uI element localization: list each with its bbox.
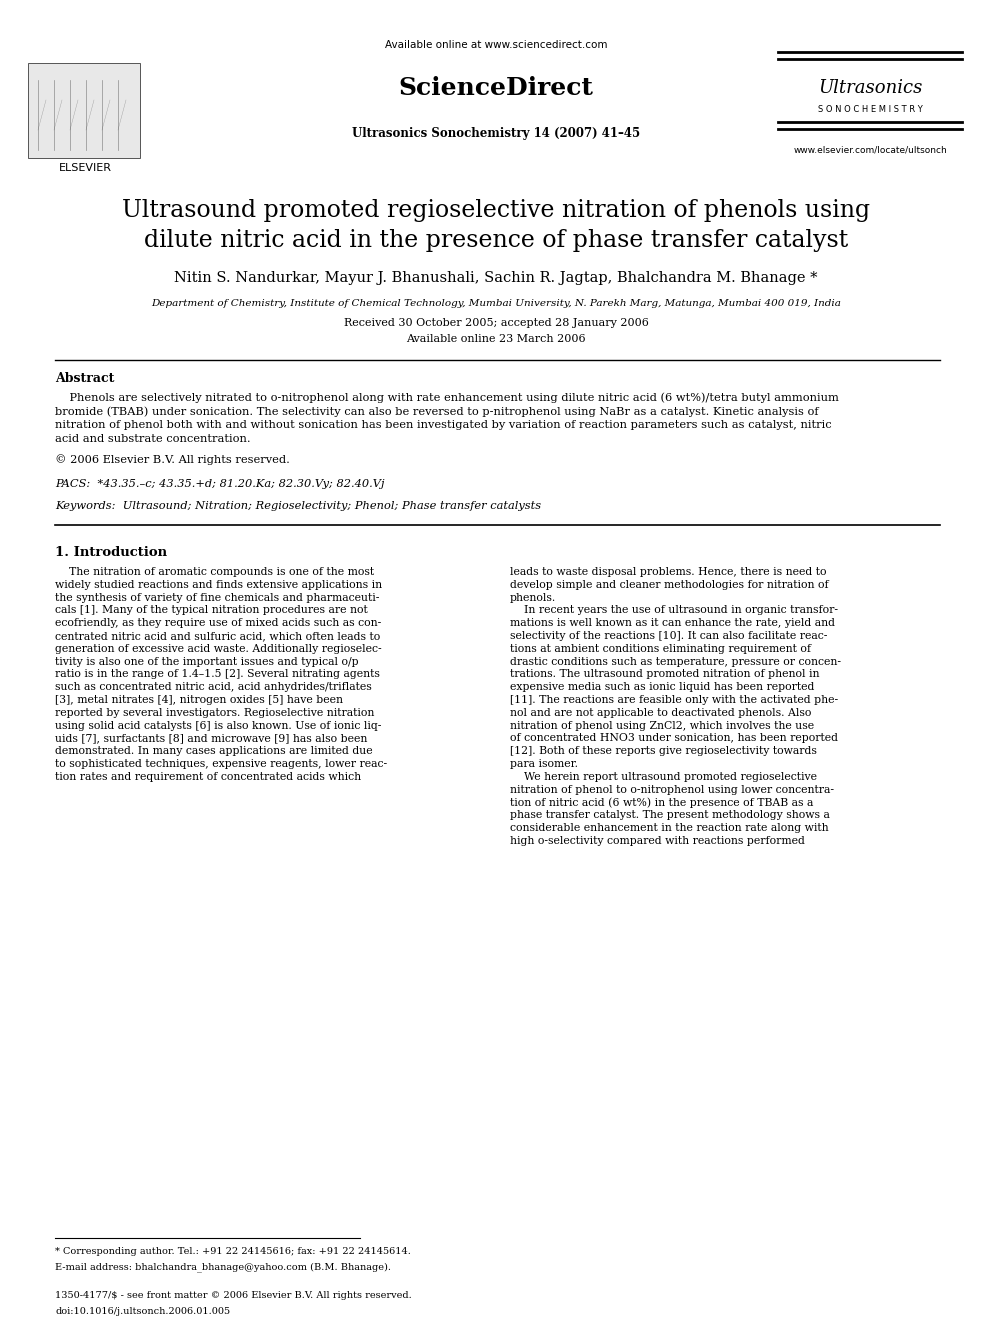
- Text: Ultrasound promoted regioselective nitration of phenols using: Ultrasound promoted regioselective nitra…: [122, 198, 870, 221]
- Text: of concentrated HNO3 under sonication, has been reported: of concentrated HNO3 under sonication, h…: [510, 733, 838, 744]
- Text: nitration of phenol both with and without sonication has been investigated by va: nitration of phenol both with and withou…: [55, 419, 831, 430]
- Text: leads to waste disposal problems. Hence, there is need to: leads to waste disposal problems. Hence,…: [510, 568, 826, 577]
- Text: to sophisticated techniques, expensive reagents, lower reac-: to sophisticated techniques, expensive r…: [55, 759, 387, 769]
- Text: [11]. The reactions are feasible only with the activated phe-: [11]. The reactions are feasible only wi…: [510, 695, 838, 705]
- Text: mations is well known as it can enhance the rate, yield and: mations is well known as it can enhance …: [510, 618, 835, 628]
- Text: S O N O C H E M I S T R Y: S O N O C H E M I S T R Y: [817, 106, 923, 115]
- Text: para isomer.: para isomer.: [510, 759, 578, 769]
- Text: Department of Chemistry, Institute of Chemical Technology, Mumbai University, N.: Department of Chemistry, Institute of Ch…: [151, 299, 841, 307]
- Text: Nitin S. Nandurkar, Mayur J. Bhanushali, Sachin R. Jagtap, Bhalchandra M. Bhanag: Nitin S. Nandurkar, Mayur J. Bhanushali,…: [175, 271, 817, 284]
- Text: tivity is also one of the important issues and typical o/p: tivity is also one of the important issu…: [55, 656, 359, 667]
- Text: reported by several investigators. Regioselective nitration: reported by several investigators. Regio…: [55, 708, 374, 718]
- Text: The nitration of aromatic compounds is one of the most: The nitration of aromatic compounds is o…: [55, 568, 374, 577]
- Text: such as concentrated nitric acid, acid anhydrides/triflates: such as concentrated nitric acid, acid a…: [55, 683, 372, 692]
- Text: tion rates and requirement of concentrated acids which: tion rates and requirement of concentrat…: [55, 771, 361, 782]
- Text: [3], metal nitrates [4], nitrogen oxides [5] have been: [3], metal nitrates [4], nitrogen oxides…: [55, 695, 343, 705]
- Text: phenols.: phenols.: [510, 593, 557, 602]
- Text: selectivity of the reactions [10]. It can also facilitate reac-: selectivity of the reactions [10]. It ca…: [510, 631, 827, 642]
- Text: nol and are not applicable to deactivated phenols. Also: nol and are not applicable to deactivate…: [510, 708, 811, 718]
- Text: widely studied reactions and finds extensive applications in: widely studied reactions and finds exten…: [55, 579, 382, 590]
- Text: 1350-4177/$ - see front matter © 2006 Elsevier B.V. All rights reserved.: 1350-4177/$ - see front matter © 2006 El…: [55, 1291, 412, 1301]
- Text: centrated nitric acid and sulfuric acid, which often leads to: centrated nitric acid and sulfuric acid,…: [55, 631, 380, 642]
- Text: Ultrasonics Sonochemistry 14 (2007) 41–45: Ultrasonics Sonochemistry 14 (2007) 41–4…: [352, 127, 640, 139]
- Text: PACS:  *43.35.–c; 43.35.+d; 81.20.Ka; 82.30.Vy; 82.40.Vj: PACS: *43.35.–c; 43.35.+d; 81.20.Ka; 82.…: [55, 479, 385, 490]
- Text: cals [1]. Many of the typical nitration procedures are not: cals [1]. Many of the typical nitration …: [55, 606, 368, 615]
- Text: * Corresponding author. Tel.: +91 22 24145616; fax: +91 22 24145614.: * Corresponding author. Tel.: +91 22 241…: [55, 1248, 411, 1257]
- Text: Received 30 October 2005; accepted 28 January 2006: Received 30 October 2005; accepted 28 Ja…: [343, 318, 649, 328]
- Text: the synthesis of variety of fine chemicals and pharmaceuti-: the synthesis of variety of fine chemica…: [55, 593, 379, 602]
- Text: using solid acid catalysts [6] is also known. Use of ionic liq-: using solid acid catalysts [6] is also k…: [55, 721, 381, 730]
- Text: tions at ambient conditions eliminating requirement of: tions at ambient conditions eliminating …: [510, 644, 811, 654]
- Text: trations. The ultrasound promoted nitration of phenol in: trations. The ultrasound promoted nitrat…: [510, 669, 819, 680]
- Text: high o-selectivity compared with reactions performed: high o-selectivity compared with reactio…: [510, 836, 805, 845]
- Text: dilute nitric acid in the presence of phase transfer catalyst: dilute nitric acid in the presence of ph…: [144, 229, 848, 251]
- Text: ecofriendly, as they require use of mixed acids such as con-: ecofriendly, as they require use of mixe…: [55, 618, 381, 628]
- Text: acid and substrate concentration.: acid and substrate concentration.: [55, 434, 251, 443]
- Text: Available online at www.sciencedirect.com: Available online at www.sciencedirect.co…: [385, 40, 607, 50]
- Text: nitration of phenol using ZnCl2, which involves the use: nitration of phenol using ZnCl2, which i…: [510, 721, 814, 730]
- Text: considerable enhancement in the reaction rate along with: considerable enhancement in the reaction…: [510, 823, 828, 833]
- Text: © 2006 Elsevier B.V. All rights reserved.: © 2006 Elsevier B.V. All rights reserved…: [55, 455, 290, 466]
- Text: drastic conditions such as temperature, pressure or concen-: drastic conditions such as temperature, …: [510, 656, 841, 667]
- Bar: [28, 64, 140, 157]
- Text: E-mail address: bhalchandra_bhanage@yahoo.com (B.M. Bhanage).: E-mail address: bhalchandra_bhanage@yaho…: [55, 1262, 391, 1271]
- Text: bromide (TBAB) under sonication. The selectivity can also be reversed to p-nitro: bromide (TBAB) under sonication. The sel…: [55, 406, 818, 417]
- Text: Available online 23 March 2006: Available online 23 March 2006: [406, 333, 586, 344]
- Text: phase transfer catalyst. The present methodology shows a: phase transfer catalyst. The present met…: [510, 810, 830, 820]
- Text: Ultrasonics: Ultrasonics: [817, 79, 923, 97]
- Text: develop simple and cleaner methodologies for nitration of: develop simple and cleaner methodologies…: [510, 579, 828, 590]
- Text: In recent years the use of ultrasound in organic transfor-: In recent years the use of ultrasound in…: [510, 606, 838, 615]
- Text: Phenols are selectively nitrated to o-nitrophenol along with rate enhancement us: Phenols are selectively nitrated to o-ni…: [55, 393, 839, 404]
- Text: 1. Introduction: 1. Introduction: [55, 545, 167, 558]
- Text: Keywords:  Ultrasound; Nitration; Regioselectivity; Phenol; Phase transfer catal: Keywords: Ultrasound; Nitration; Regiose…: [55, 501, 541, 511]
- Text: [12]. Both of these reports give regioselectivity towards: [12]. Both of these reports give regiose…: [510, 746, 816, 757]
- Text: uids [7], surfactants [8] and microwave [9] has also been: uids [7], surfactants [8] and microwave …: [55, 733, 367, 744]
- Text: generation of excessive acid waste. Additionally regioselec-: generation of excessive acid waste. Addi…: [55, 644, 382, 654]
- Text: demonstrated. In many cases applications are limited due: demonstrated. In many cases applications…: [55, 746, 373, 757]
- Text: tion of nitric acid (6 wt%) in the presence of TBAB as a: tion of nitric acid (6 wt%) in the prese…: [510, 798, 813, 807]
- Text: ELSEVIER: ELSEVIER: [59, 163, 111, 173]
- Text: www.elsevier.com/locate/ultsonch: www.elsevier.com/locate/ultsonch: [794, 146, 947, 155]
- Text: ratio is in the range of 1.4–1.5 [2]. Several nitrating agents: ratio is in the range of 1.4–1.5 [2]. Se…: [55, 669, 380, 680]
- Text: Abstract: Abstract: [55, 372, 114, 385]
- Text: ScienceDirect: ScienceDirect: [399, 75, 593, 101]
- Text: nitration of phenol to o-nitrophenol using lower concentra-: nitration of phenol to o-nitrophenol usi…: [510, 785, 834, 795]
- Text: expensive media such as ionic liquid has been reported: expensive media such as ionic liquid has…: [510, 683, 814, 692]
- Text: We herein report ultrasound promoted regioselective: We herein report ultrasound promoted reg…: [510, 771, 817, 782]
- Text: doi:10.1016/j.ultsonch.2006.01.005: doi:10.1016/j.ultsonch.2006.01.005: [55, 1307, 230, 1315]
